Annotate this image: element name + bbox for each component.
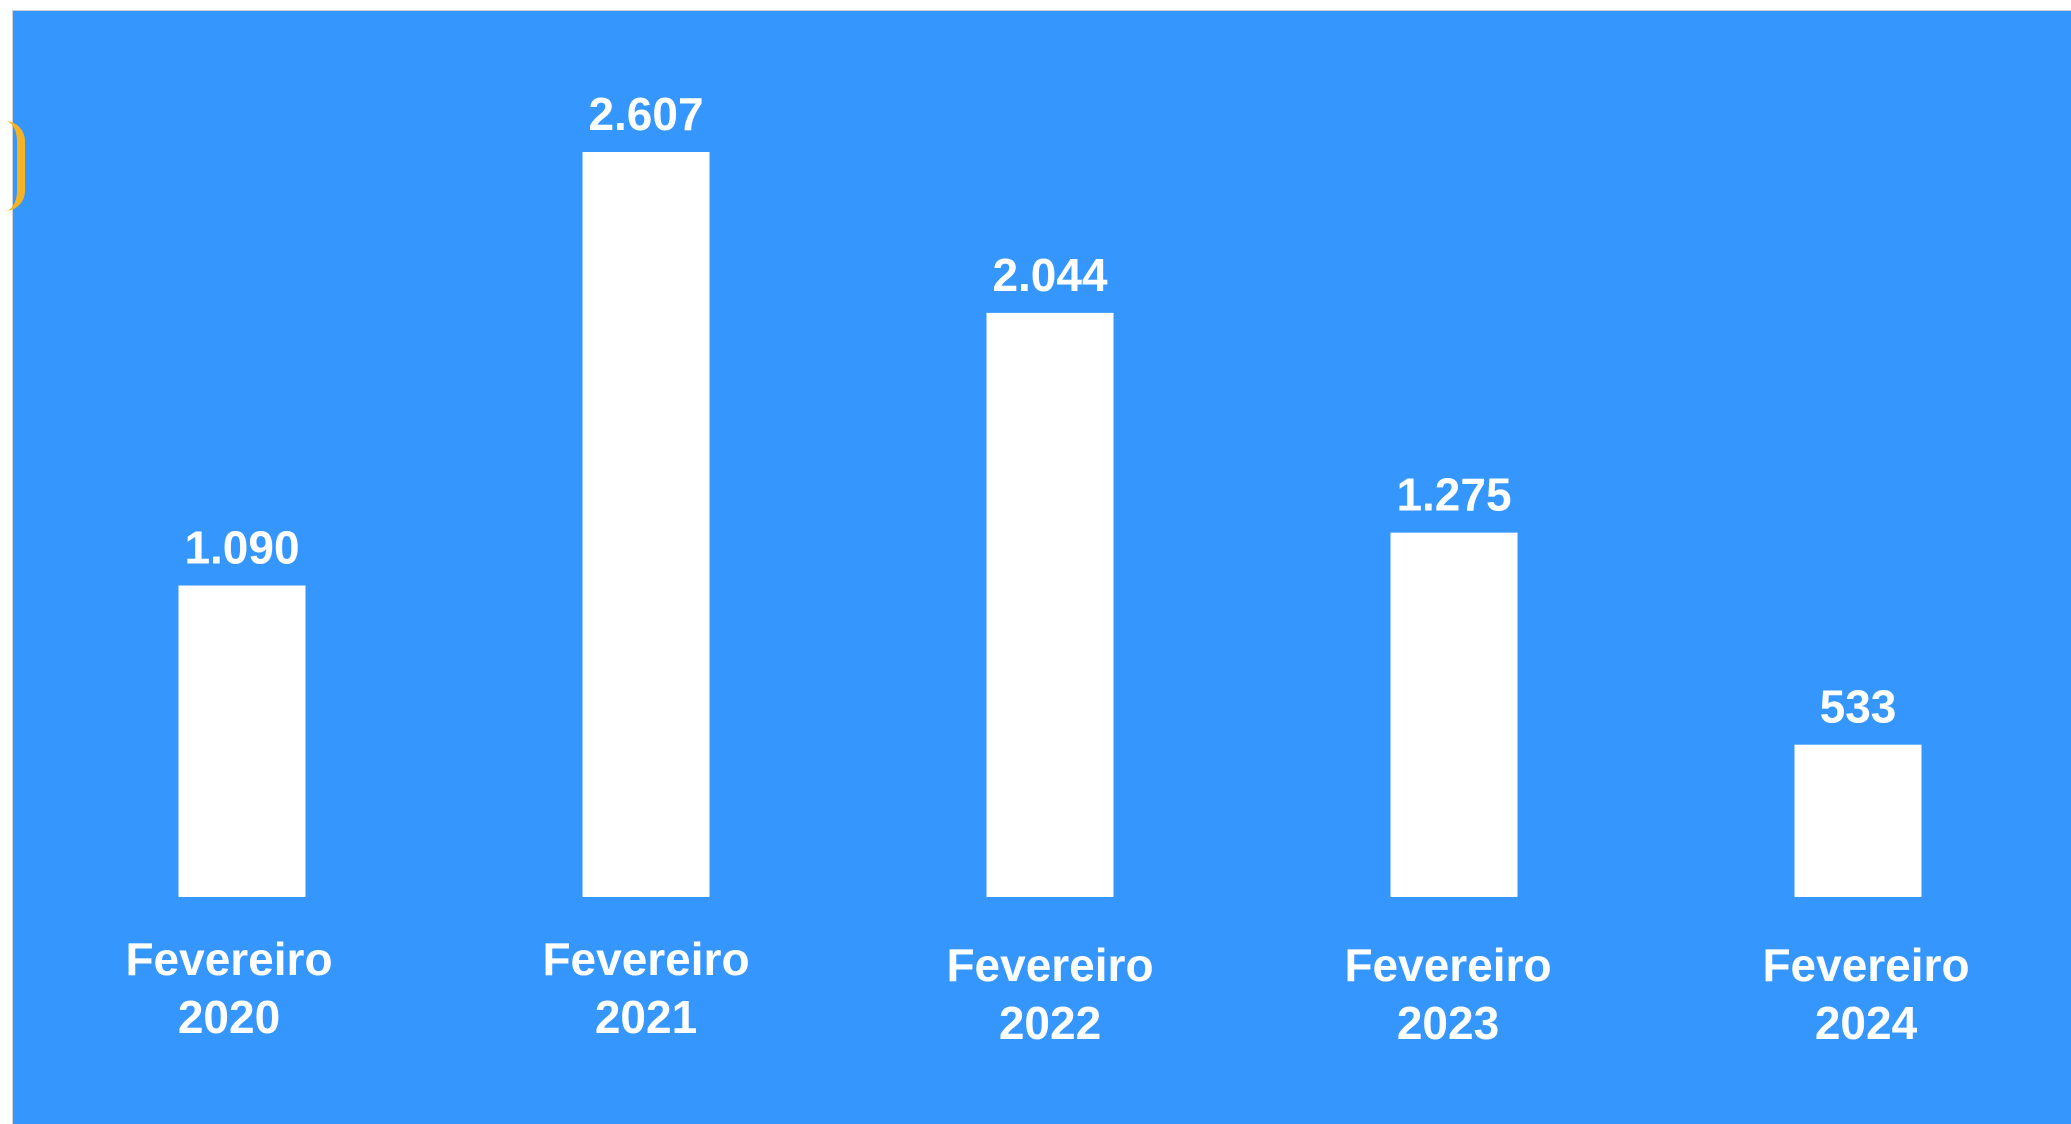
category-label-2-line-0: Fevereiro bbox=[946, 939, 1153, 991]
category-label-3-line-1: 2023 bbox=[1397, 997, 1499, 1049]
bar-value-label-4: 533 bbox=[1820, 681, 1897, 733]
accent-decoration bbox=[5, 121, 25, 211]
category-label-4-line-0: Fevereiro bbox=[1762, 939, 1969, 991]
bars-group bbox=[178, 152, 1922, 897]
bar-value-label-1: 2.607 bbox=[588, 88, 703, 140]
bar-value-label-2: 2.044 bbox=[992, 249, 1108, 301]
category-label-2-line-1: 2022 bbox=[999, 997, 1101, 1049]
category-label-0-line-0: Fevereiro bbox=[125, 933, 332, 985]
bar-value-label-3: 1.275 bbox=[1396, 469, 1511, 521]
category-label-3-line-0: Fevereiro bbox=[1344, 939, 1551, 991]
category-labels-group: Fevereiro 2020 Fevereiro 2021 Fevereiro 2022 F… bbox=[125, 933, 1969, 1049]
bar-0 bbox=[178, 585, 306, 897]
bar-2 bbox=[986, 312, 1114, 897]
category-label-0-line-1: 2020 bbox=[178, 991, 280, 1043]
bar-value-label-0: 1.090 bbox=[184, 522, 299, 574]
value-labels-group: 1.090 2.607 2.044 1.275 533 bbox=[184, 88, 1896, 733]
bar-3 bbox=[1390, 532, 1518, 897]
bar-1 bbox=[582, 152, 710, 897]
category-label-1-line-1: 2021 bbox=[595, 991, 697, 1043]
category-label-4-line-1: 2024 bbox=[1815, 997, 1918, 1049]
category-label-1-line-0: Fevereiro bbox=[542, 933, 749, 985]
bar-4 bbox=[1794, 744, 1922, 897]
